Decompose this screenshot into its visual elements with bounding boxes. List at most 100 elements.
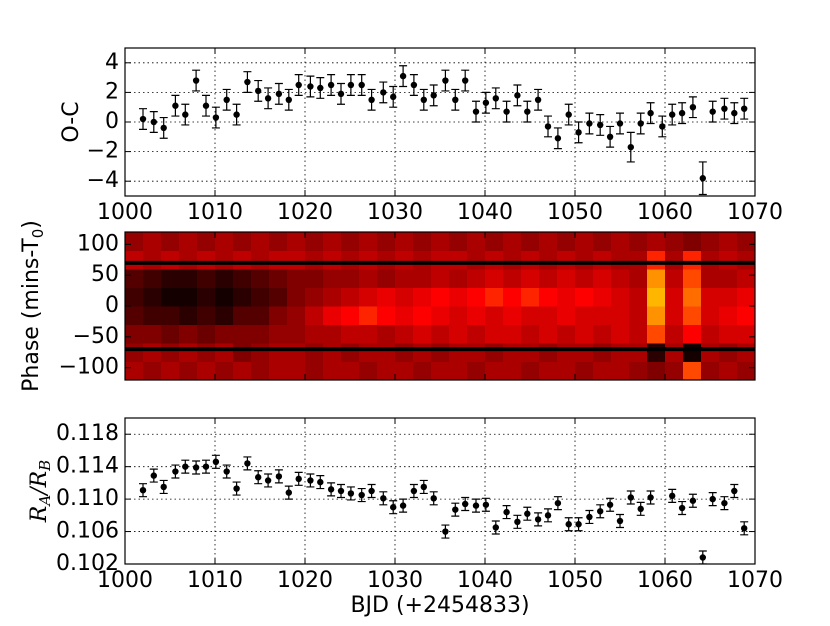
plot-area	[139, 454, 749, 564]
data-point	[192, 464, 200, 471]
heat-cell	[161, 324, 180, 344]
heat-cell	[539, 232, 558, 251]
heat-cell	[125, 287, 144, 307]
heat-cell	[593, 287, 612, 307]
x-tick-label: 1020	[277, 200, 333, 225]
plot-area	[139, 65, 749, 196]
heat-cell	[233, 306, 252, 325]
heat-cell	[341, 361, 360, 380]
heat-cell	[629, 269, 648, 288]
heat-cell	[161, 287, 180, 307]
heat-cell	[737, 232, 755, 251]
heat-cell	[611, 287, 630, 307]
data-point	[420, 483, 427, 491]
heat-cell	[431, 250, 450, 270]
heat-cell	[233, 361, 252, 380]
y-tick-label: −50	[73, 324, 119, 349]
heat-cell	[503, 324, 522, 344]
heat-cell	[323, 232, 342, 251]
heat-cell	[647, 324, 666, 344]
heat-cell	[341, 250, 360, 270]
data-point	[368, 96, 375, 104]
heat-cell	[431, 361, 450, 380]
data-point	[565, 521, 572, 528]
heat-cell	[179, 269, 198, 288]
heat-cell	[485, 343, 504, 362]
data-point	[410, 81, 418, 89]
heat-cell	[377, 250, 396, 270]
heat-cell	[125, 361, 144, 380]
heat-cell	[197, 287, 216, 307]
data-point	[150, 472, 157, 479]
data-point	[637, 120, 644, 127]
x-axis-label: BJD (+2454833)	[350, 593, 529, 618]
data-point	[139, 486, 147, 494]
heat-cell	[323, 361, 342, 380]
heat-cell	[359, 343, 378, 362]
label-part: )	[19, 220, 44, 229]
heat-cell	[251, 306, 270, 325]
heat-cell	[233, 343, 252, 362]
heat-cell	[143, 324, 162, 344]
heat-cell	[377, 232, 396, 251]
heat-cell	[485, 287, 504, 307]
data-point	[514, 518, 521, 526]
heat-cell	[287, 324, 306, 344]
data-point	[172, 102, 179, 109]
heat-cell	[251, 232, 270, 251]
label-part: R	[27, 506, 52, 524]
heat-cell	[395, 269, 414, 288]
heat-cell	[701, 306, 720, 325]
heat-cell	[341, 306, 360, 325]
heat-cell	[647, 287, 666, 307]
data-point	[295, 81, 302, 89]
heat-cell	[179, 306, 198, 325]
x-tick-label: 1030	[367, 568, 423, 593]
heat-cell	[737, 361, 755, 380]
y-tick-label: 0.118	[56, 421, 119, 446]
heat-cell	[593, 324, 612, 344]
heat-cell	[647, 306, 666, 325]
data-point	[647, 109, 654, 117]
heat-cell	[143, 287, 162, 307]
heat-cell	[341, 287, 360, 307]
heat-cell	[395, 250, 414, 270]
heat-cell	[719, 306, 738, 325]
data-point	[472, 502, 480, 509]
heat-cell	[449, 306, 468, 325]
heat-cell	[215, 287, 234, 307]
data-point	[368, 487, 375, 495]
heat-cell	[557, 361, 576, 380]
heat-cell	[575, 343, 594, 362]
heat-cell	[521, 269, 540, 288]
heat-cell	[269, 269, 288, 288]
heat-cell	[377, 269, 396, 288]
data-point	[524, 108, 531, 115]
data-point	[514, 92, 521, 99]
heat-cell	[305, 324, 324, 344]
heat-cell	[215, 250, 234, 270]
heat-cell	[233, 287, 252, 307]
heat-cell	[197, 343, 216, 362]
y-tick-label: 0	[105, 293, 119, 318]
heat-cell	[413, 287, 432, 307]
heat-cell	[611, 232, 630, 251]
heat-cell	[719, 287, 738, 307]
x-tick-label: 1040	[457, 200, 513, 225]
data-point	[212, 114, 220, 121]
data-point	[347, 81, 355, 89]
label-subscript: A	[36, 495, 54, 508]
heat-cell	[719, 269, 738, 288]
heat-cell	[467, 343, 486, 362]
data-point	[616, 120, 624, 127]
heat-cell	[701, 324, 720, 344]
heat-cell	[305, 361, 324, 380]
data-point	[307, 83, 314, 90]
label-part: /R	[27, 471, 52, 497]
x-tick-label: 1020	[277, 568, 333, 593]
y-tick-label: 0	[105, 109, 119, 134]
heat-cell	[449, 324, 468, 344]
heat-cell	[719, 343, 738, 362]
heat-cell	[323, 287, 342, 307]
